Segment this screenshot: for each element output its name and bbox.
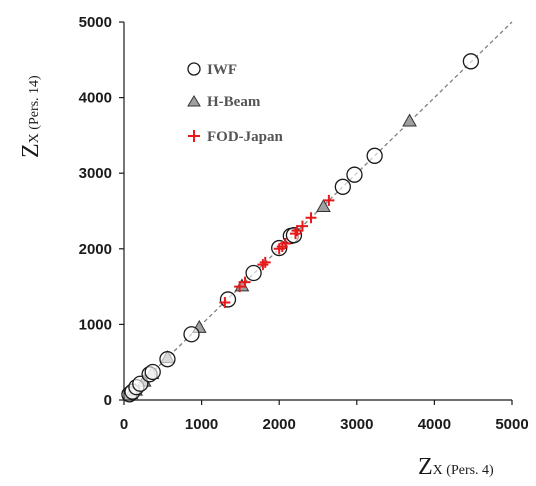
fod-japan-point xyxy=(296,220,308,232)
iwf-point xyxy=(245,264,262,282)
fod-japan-point xyxy=(305,212,317,224)
legend-circle-marker xyxy=(187,62,201,76)
x-axis-title-main: Z xyxy=(418,454,433,480)
reference-line-layer xyxy=(123,21,513,401)
iwf-point xyxy=(346,166,363,183)
y-tick-label: 4000 xyxy=(79,90,112,107)
iwf-point xyxy=(366,147,383,164)
legend-item-fod-japan: FOD-Japan xyxy=(188,129,284,145)
iwf-point xyxy=(159,351,176,368)
legend-label-h-beam: H-Beam xyxy=(207,94,261,110)
y-tick-labels: 0 1000 2000 3000 4000 5000 xyxy=(79,14,124,409)
iwf-point xyxy=(183,326,200,343)
fod-japan-point xyxy=(259,256,271,268)
x-tick-label: 1000 xyxy=(185,416,218,433)
fod-japan-point xyxy=(257,259,269,271)
fod-japan-point xyxy=(219,296,231,308)
y-tick-label: 2000 xyxy=(79,241,112,258)
x-tick-label: 0 xyxy=(120,416,128,433)
y-axis-title-main: Z xyxy=(18,143,44,158)
x-tick-label: 4000 xyxy=(418,416,451,433)
legend-item-iwf: IWF xyxy=(187,62,237,78)
x-tick-labels: 0 1000 2000 3000 4000 5000 xyxy=(120,400,529,433)
data-points-layer xyxy=(121,53,480,403)
y-tick-label: 3000 xyxy=(79,165,112,182)
iwf-point xyxy=(144,363,161,381)
fod-japan-point xyxy=(279,238,291,250)
h-beam-point xyxy=(316,198,331,212)
x-tick-label: 3000 xyxy=(340,416,373,433)
iwf-point xyxy=(462,53,480,70)
x-axis-title-sub: X (Pers. 4) xyxy=(433,463,494,478)
x-tick-label: 2000 xyxy=(263,416,296,433)
y-tick-label: 5000 xyxy=(79,14,112,31)
svg-text:ZX (Pers. 4): ZX (Pers. 4) xyxy=(418,454,494,480)
x-tick-label: 5000 xyxy=(495,416,528,433)
x-axis-title: ZX (Pers. 4) xyxy=(418,454,494,480)
y-axis-title: ZX (Pers. 14) xyxy=(18,75,44,158)
legend-plus-marker xyxy=(188,130,200,142)
y-tick-label: 1000 xyxy=(79,316,112,333)
legend-label-fod-japan: FOD-Japan xyxy=(207,129,284,145)
svg-text:ZX (Pers. 14): ZX (Pers. 14) xyxy=(18,75,44,158)
fod-japan-point xyxy=(239,276,251,288)
y-axis-title-sub: X (Pers. 14) xyxy=(27,75,42,143)
iwf-point xyxy=(219,291,237,308)
y-tick-label: 0 xyxy=(104,392,112,409)
legend-triangle-marker xyxy=(187,95,201,107)
reference-line xyxy=(123,21,513,401)
iwf-point xyxy=(334,178,351,195)
legend-label-iwf: IWF xyxy=(207,62,237,78)
fod-japan-point xyxy=(323,194,335,206)
axes xyxy=(123,22,512,401)
h-beam-point xyxy=(402,113,417,127)
legend-item-h-beam: H-Beam xyxy=(187,94,261,110)
legend: IWF H-Beam FOD-Japan xyxy=(187,62,284,145)
